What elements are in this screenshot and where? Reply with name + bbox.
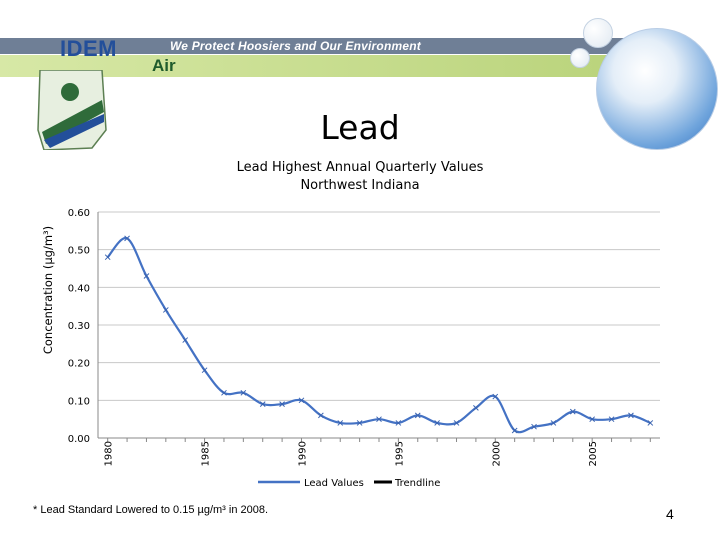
x-tick-labels: 1980 1985 1990 1995 2000 2005 xyxy=(104,441,599,466)
x-tick-label: 2000 xyxy=(491,441,502,466)
y-tick-label: 0.30 xyxy=(68,321,90,332)
data-point xyxy=(182,337,189,343)
legend-label-trendline: Trendline xyxy=(394,478,440,489)
chart-title-line: Lead Highest Annual Quarterly Values xyxy=(236,160,484,175)
legend: Lead Values Trendline xyxy=(258,478,440,489)
page-number: 4 xyxy=(666,506,674,522)
data-point xyxy=(356,420,363,426)
x-tick-label: 1980 xyxy=(104,441,115,466)
data-point xyxy=(318,412,324,419)
idem-logo: IDEM xyxy=(60,36,117,61)
data-point xyxy=(104,254,111,261)
data-point xyxy=(589,416,596,423)
data-point xyxy=(608,416,615,423)
chart-title: Lead Highest Annual Quarterly Values Nor… xyxy=(0,159,720,195)
sky-photo xyxy=(596,28,718,150)
data-point xyxy=(162,307,169,313)
data-point xyxy=(124,235,130,242)
x-tick-label: 1995 xyxy=(394,441,405,466)
banner-green-band xyxy=(0,55,640,77)
indiana-state-icon xyxy=(37,70,107,150)
footnote: * Lead Standard Lowered to 0.15 µg/m³ in… xyxy=(33,504,269,516)
slide-title: Lead xyxy=(320,108,400,147)
banner-section-label: Air xyxy=(152,56,176,75)
data-point xyxy=(259,401,266,407)
data-point xyxy=(279,401,285,407)
data-point xyxy=(492,393,499,400)
x-tick-label: 2005 xyxy=(588,441,599,466)
data-point xyxy=(143,273,150,279)
data-point xyxy=(473,405,479,411)
data-point xyxy=(511,427,518,434)
legend-label-lead-values: Lead Values xyxy=(304,478,364,489)
data-point xyxy=(569,408,576,415)
series-layer xyxy=(104,235,654,434)
y-tick-label: 0.10 xyxy=(68,396,90,407)
y-tick-label: 0.60 xyxy=(68,208,90,219)
header-banner: We Protect Hoosiers and Our Environment … xyxy=(0,0,720,150)
series-line-lead-values xyxy=(106,237,651,434)
data-point xyxy=(201,367,208,374)
data-point xyxy=(376,416,382,423)
data-point xyxy=(453,420,460,426)
bubble-decoration xyxy=(570,48,590,68)
y-tick-labels: 0.00 0.10 0.20 0.30 0.40 0.50 0.60 xyxy=(68,208,90,445)
bubble-decoration xyxy=(583,18,613,48)
axes xyxy=(97,212,660,442)
gridlines xyxy=(98,211,660,439)
banner-stripe xyxy=(0,38,660,54)
data-point xyxy=(395,420,402,426)
y-tick-label: 0.50 xyxy=(68,246,90,257)
data-point xyxy=(298,397,305,404)
data-point xyxy=(550,420,557,426)
data-point xyxy=(221,389,227,396)
data-point xyxy=(434,420,440,426)
y-tick-label: 0.40 xyxy=(68,283,90,294)
data-point xyxy=(647,420,654,426)
data-point xyxy=(414,412,421,419)
y-tick-label: 0.20 xyxy=(68,359,90,370)
x-tick-label: 1985 xyxy=(201,441,212,466)
data-point xyxy=(240,389,247,396)
data-point xyxy=(531,423,537,430)
banner-slogan: We Protect Hoosiers and Our Environment xyxy=(170,39,421,53)
chart-subtitle: Northwest Indiana xyxy=(300,178,420,193)
data-point xyxy=(628,412,634,419)
data-point xyxy=(337,420,344,426)
x-tick-label: 1990 xyxy=(297,441,308,466)
y-tick-label: 0.00 xyxy=(68,434,90,445)
